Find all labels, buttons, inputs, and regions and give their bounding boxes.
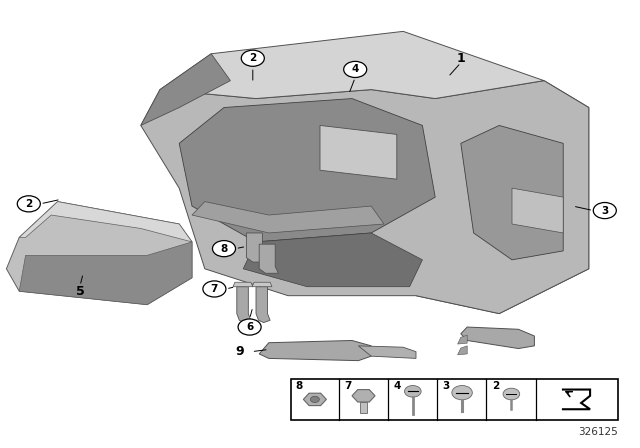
Circle shape [452,385,472,400]
Text: 4: 4 [351,65,359,74]
Circle shape [310,396,319,402]
Text: 1: 1 [456,52,465,65]
Polygon shape [252,282,272,287]
Text: 3: 3 [601,206,609,215]
Polygon shape [259,340,371,361]
Text: 7: 7 [211,284,218,294]
Circle shape [203,281,226,297]
Polygon shape [19,242,192,305]
Polygon shape [179,99,435,242]
Polygon shape [192,202,384,233]
Polygon shape [141,54,230,125]
Polygon shape [259,244,278,273]
Polygon shape [6,202,192,305]
Polygon shape [141,81,589,314]
Polygon shape [303,393,326,405]
Text: 5: 5 [76,284,84,298]
Polygon shape [461,327,534,349]
Text: 8: 8 [220,244,228,254]
Text: 6: 6 [246,322,253,332]
Text: 9: 9 [236,345,244,358]
Text: 4: 4 [393,381,401,391]
Circle shape [241,50,264,66]
Polygon shape [243,233,422,287]
Text: 326125: 326125 [578,427,618,437]
Polygon shape [512,188,563,233]
Polygon shape [320,125,397,179]
Text: 2: 2 [249,53,257,63]
Circle shape [212,241,236,257]
Circle shape [344,61,367,78]
Text: 2: 2 [25,199,33,209]
Polygon shape [160,31,544,99]
Polygon shape [233,282,253,287]
Polygon shape [246,233,266,262]
FancyBboxPatch shape [360,402,367,413]
Polygon shape [19,202,192,242]
Circle shape [593,202,616,219]
Text: 8: 8 [295,381,303,391]
Polygon shape [358,346,416,358]
Text: 2: 2 [492,381,499,391]
Polygon shape [256,287,270,323]
Text: 7: 7 [344,381,351,391]
Polygon shape [352,390,375,402]
Polygon shape [461,125,563,260]
Text: 3: 3 [442,381,450,391]
Circle shape [404,385,421,397]
Circle shape [17,196,40,212]
Circle shape [503,388,520,400]
Polygon shape [458,335,467,344]
FancyBboxPatch shape [291,379,618,420]
Polygon shape [237,287,251,323]
Polygon shape [416,81,589,314]
Polygon shape [458,346,467,355]
Circle shape [238,319,261,335]
